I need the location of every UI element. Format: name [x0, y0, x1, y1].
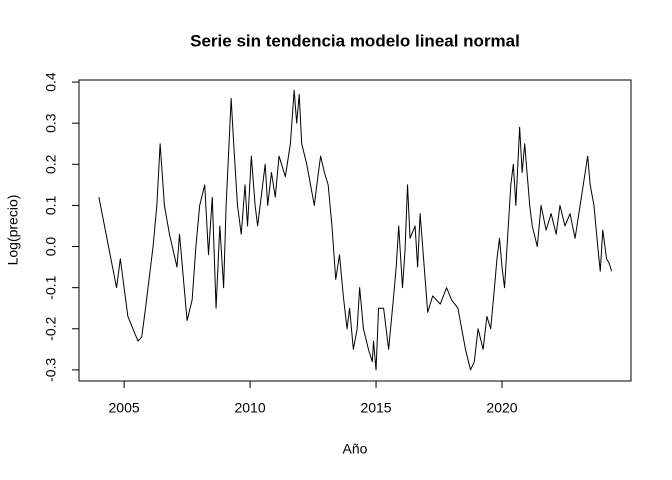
- x-tick-label: 2015: [360, 400, 391, 416]
- x-tick-label: 2005: [109, 400, 140, 416]
- y-tick-label: 0.2: [43, 154, 59, 174]
- x-tick-label: 2020: [486, 400, 517, 416]
- y-tick-label: -0.3: [43, 358, 59, 382]
- y-axis-label: Log(precio): [5, 195, 21, 266]
- series-line: [98, 89, 613, 371]
- y-tick-label: 0.3: [43, 113, 59, 133]
- y-tick-label: 0.0: [43, 237, 59, 257]
- y-tick-label: -0.2: [43, 317, 59, 341]
- chart-title: Serie sin tendencia modelo lineal normal: [190, 31, 520, 50]
- y-tick-label: -0.1: [43, 275, 59, 299]
- y-tick-label: 0.1: [43, 195, 59, 215]
- plot-box: [78, 79, 632, 382]
- y-tick-label: 0.4: [43, 72, 59, 92]
- x-axis-label: Año: [343, 441, 368, 457]
- x-tick-label: 2010: [234, 400, 265, 416]
